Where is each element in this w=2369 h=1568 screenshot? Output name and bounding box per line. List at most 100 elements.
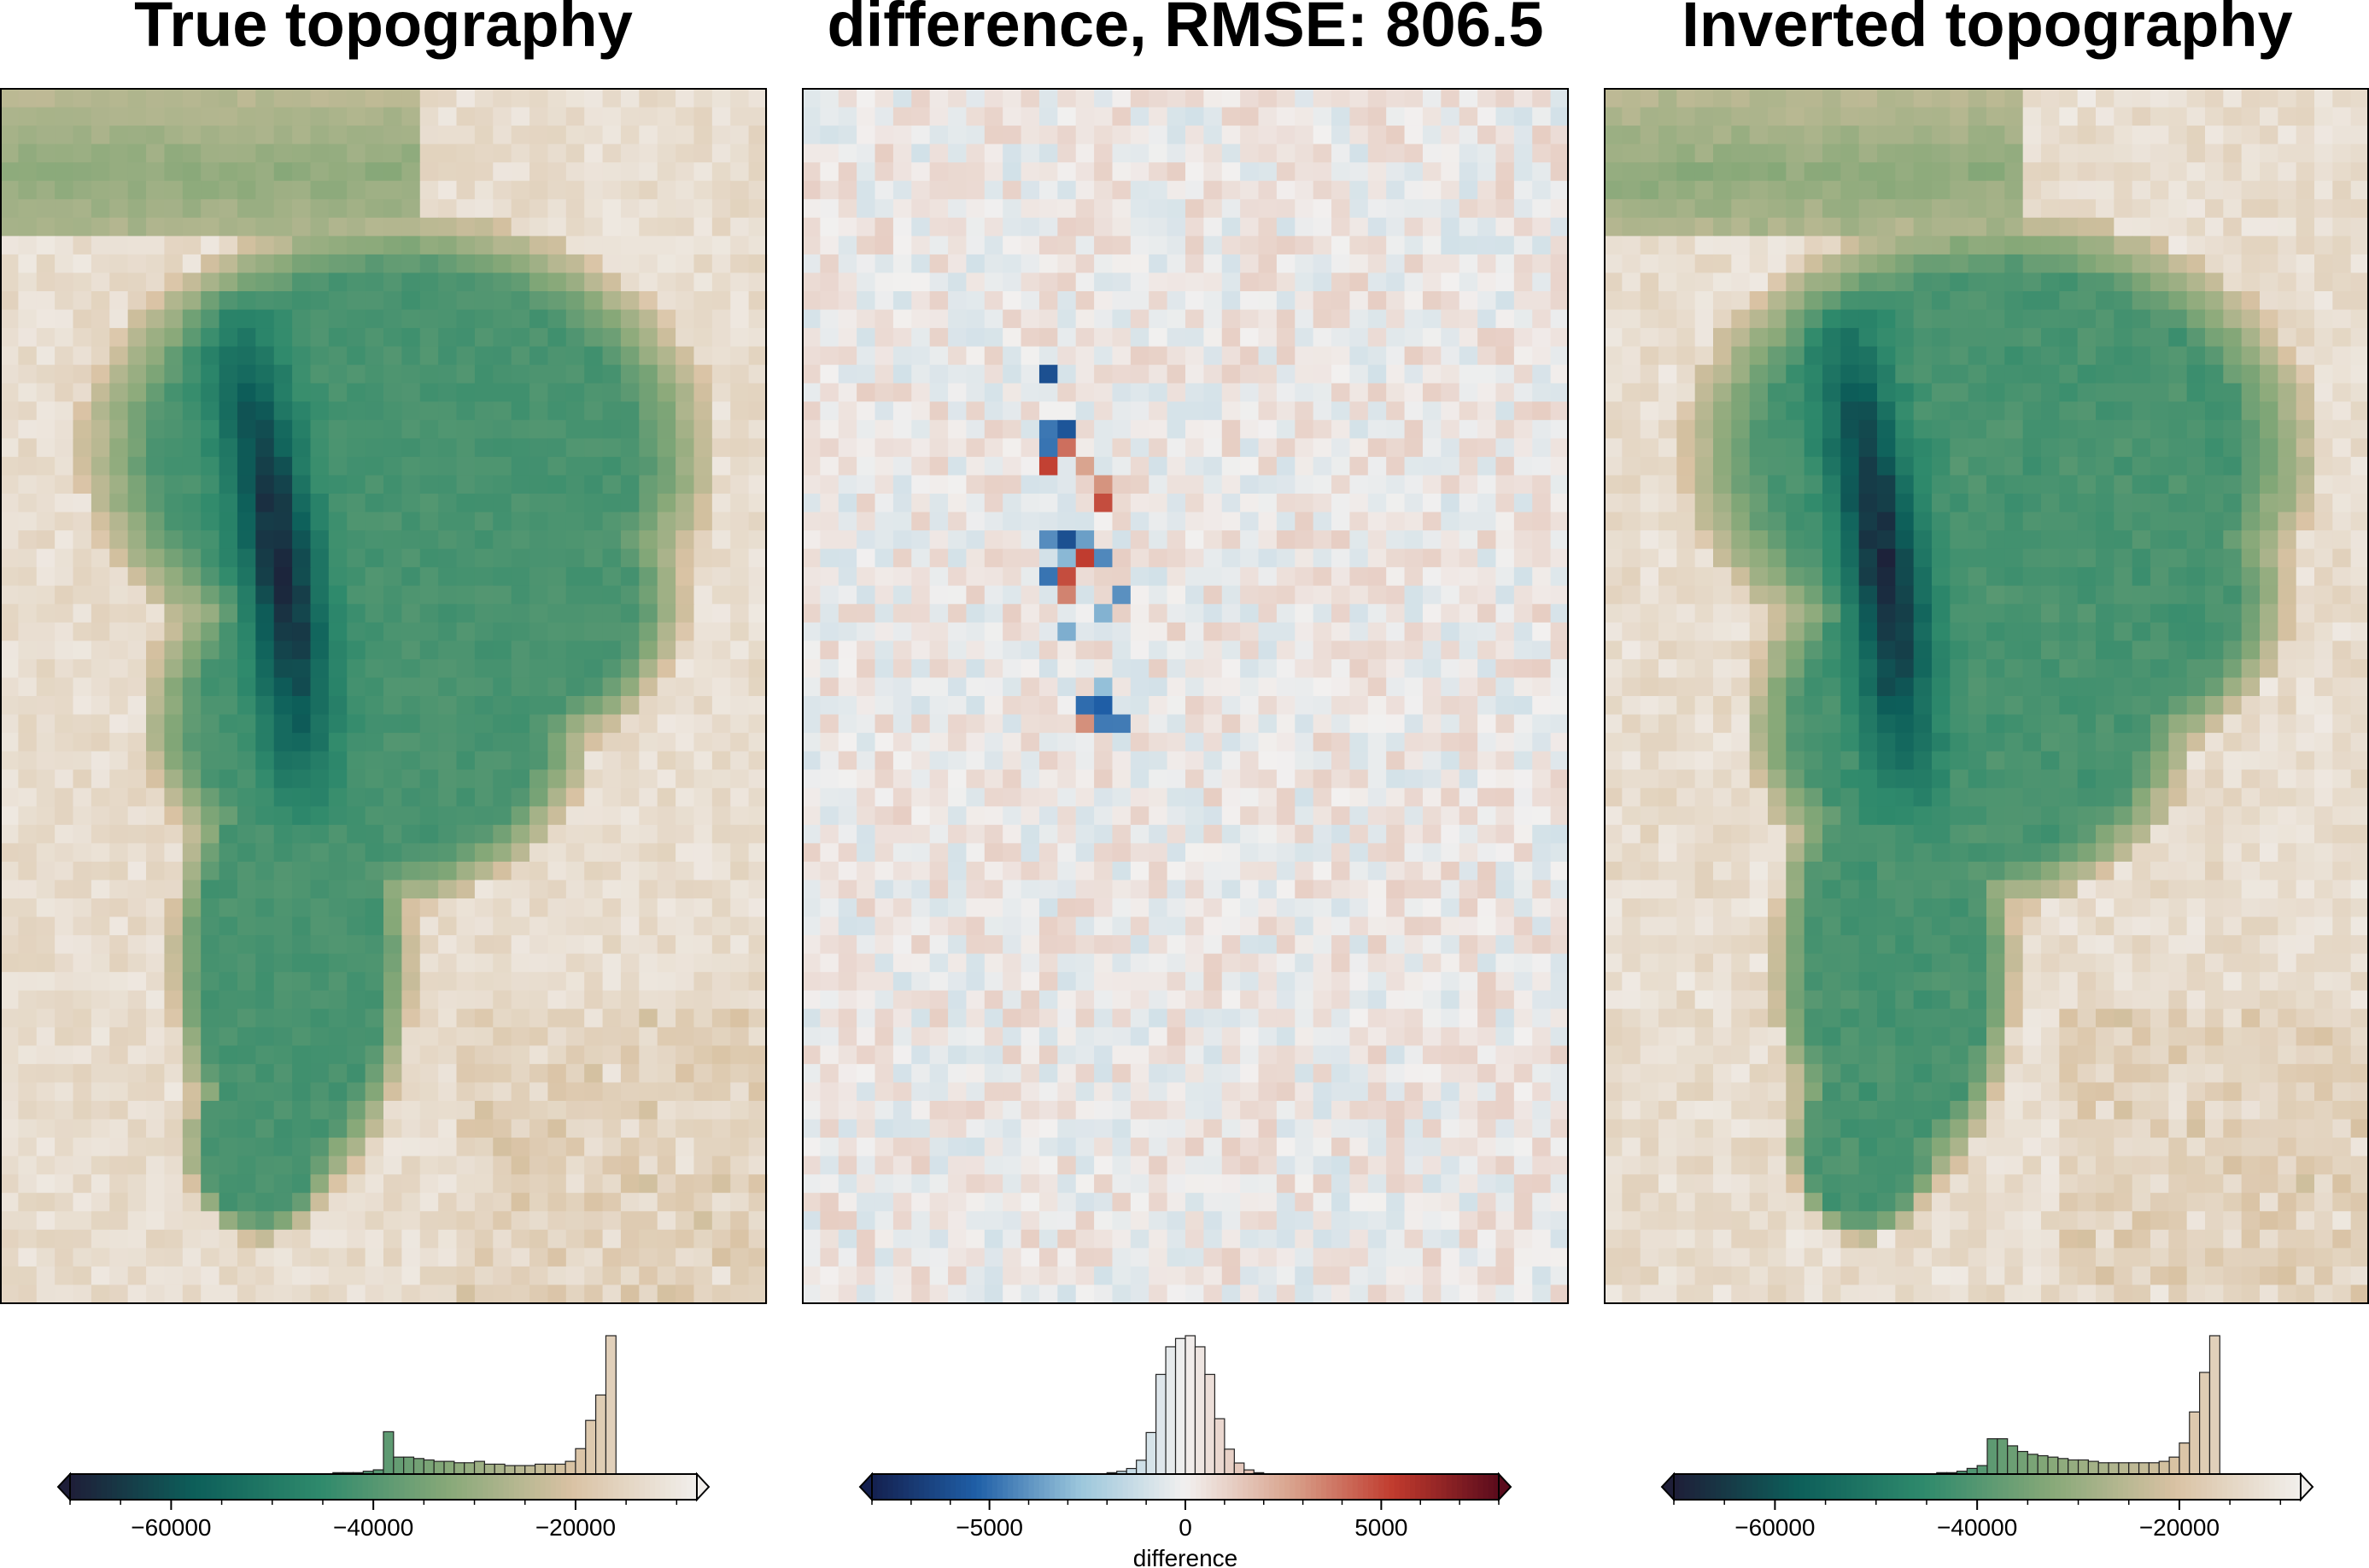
map-cell	[1240, 972, 1260, 992]
map-cell	[602, 898, 622, 918]
map-cell	[255, 107, 275, 126]
map-cell	[620, 935, 640, 955]
map-cell	[474, 236, 494, 255]
map-cell	[984, 438, 1003, 458]
map-cell	[365, 916, 384, 936]
map-cell	[1367, 236, 1387, 255]
map-cell	[292, 456, 312, 477]
map-cell	[639, 309, 658, 329]
map-cell	[1441, 990, 1460, 1009]
map-cell	[1057, 935, 1077, 955]
map-cell	[1349, 806, 1369, 826]
map-cell	[164, 456, 184, 477]
map-cell	[1167, 714, 1186, 734]
map-cell	[748, 787, 768, 807]
map-cell	[857, 419, 876, 439]
map-cell	[1130, 199, 1149, 219]
map-cell	[255, 733, 275, 752]
map-cell	[328, 291, 348, 311]
map-cell	[273, 1009, 293, 1028]
map-cell	[1185, 953, 1204, 973]
map-cell	[966, 861, 986, 881]
map-cell	[676, 1156, 695, 1175]
map-cell	[1112, 180, 1132, 200]
map-cell	[929, 475, 949, 494]
map-cell	[511, 696, 530, 716]
map-cell	[911, 861, 931, 881]
map-cell	[310, 1156, 330, 1175]
map-cell	[1203, 733, 1223, 752]
map-cell	[676, 677, 695, 697]
map-cell	[1422, 604, 1442, 623]
map-cell	[748, 383, 768, 402]
map-cell	[966, 199, 986, 219]
map-cell	[620, 89, 640, 108]
map-cell	[347, 143, 366, 163]
map-cell	[838, 530, 857, 550]
map-cell	[911, 126, 931, 145]
map-cell	[892, 199, 912, 219]
map-cell	[1513, 291, 1533, 311]
map-cell	[474, 180, 494, 200]
map-cell	[347, 1101, 366, 1120]
map-cell	[511, 217, 530, 237]
map-cell	[255, 254, 275, 274]
map-cell	[1038, 567, 1058, 587]
map-cell	[328, 1027, 348, 1046]
map-cell	[511, 714, 530, 734]
map-cell	[347, 475, 366, 494]
map-cell	[711, 548, 731, 568]
map-cell	[1331, 401, 1351, 421]
map-cell	[310, 696, 330, 716]
map-cell	[401, 456, 421, 477]
map-cell	[109, 1009, 129, 1028]
map-cell	[620, 180, 640, 200]
map-cell	[109, 309, 129, 329]
map-cell	[984, 880, 1003, 899]
map-cell	[109, 916, 129, 936]
map-cell	[1057, 346, 1077, 366]
map-cell	[383, 438, 402, 458]
map-cell	[911, 419, 931, 439]
map-cell	[310, 787, 330, 807]
map-cell	[493, 880, 512, 899]
map-cell	[1313, 236, 1332, 255]
map-cell	[419, 1266, 439, 1286]
map-cell	[292, 309, 312, 329]
map-cell	[1367, 585, 1387, 605]
map-cell	[365, 990, 384, 1009]
map-cell	[109, 1101, 129, 1120]
map-cell	[273, 824, 293, 844]
map-cell	[802, 291, 821, 311]
map-cell	[984, 494, 1003, 513]
map-cell	[711, 438, 731, 458]
map-cell	[91, 1045, 110, 1065]
map-cell	[966, 401, 986, 421]
map-cell	[657, 604, 676, 623]
map-cell	[748, 1119, 768, 1138]
map-cell	[328, 972, 348, 992]
map-cell	[109, 843, 129, 863]
map-cell	[1075, 217, 1095, 237]
map-cell	[493, 861, 512, 881]
map-cell	[219, 1082, 238, 1102]
map-cell	[365, 199, 384, 219]
map-cell	[1495, 953, 1515, 973]
map-cell	[874, 107, 894, 126]
map-cell	[493, 236, 512, 255]
map-cell	[1495, 291, 1515, 311]
map-cell	[1459, 824, 1478, 844]
map-cell	[657, 898, 676, 918]
map-cell	[1331, 309, 1351, 329]
map-cell	[1149, 953, 1168, 973]
map-cell	[255, 126, 275, 145]
map-cell	[310, 1101, 330, 1120]
map-cell	[456, 346, 476, 366]
map-cell	[55, 714, 74, 734]
map-cell	[1003, 383, 1022, 402]
map-cell	[1367, 880, 1387, 899]
map-cell	[109, 1156, 129, 1175]
map-cell	[438, 1009, 458, 1028]
map-cell	[1550, 641, 1570, 660]
map-cell	[1295, 346, 1314, 366]
